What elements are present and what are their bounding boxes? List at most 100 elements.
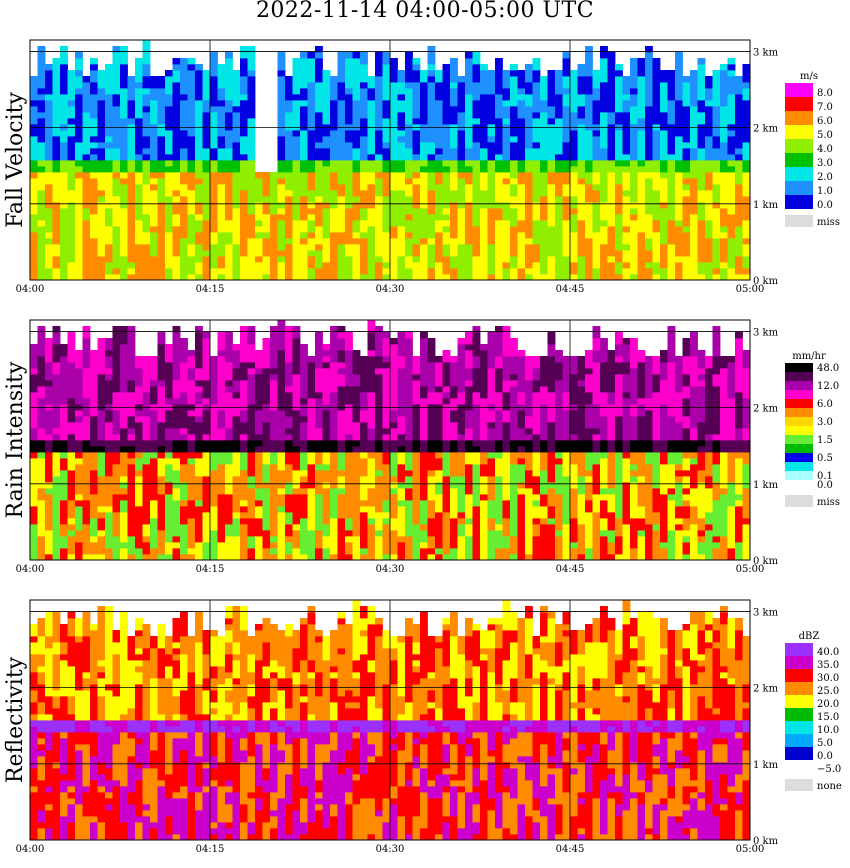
x-tick-label: 04:30: [376, 844, 405, 855]
y-tick-label: 2 km: [753, 684, 779, 695]
legend-label: 4.0: [817, 144, 833, 155]
rain-intensity-panel: 04:00 04:15 04:30 04:45 05:000 km 1 km 2 km 3 k…: [3, 319, 840, 575]
legend-label: 5.0: [817, 130, 833, 141]
legend-swatch: [785, 83, 813, 97]
legend-label: 25.0: [817, 686, 839, 697]
legend-swatch: [785, 181, 813, 195]
legend-swatch: [785, 381, 813, 390]
legend-swatch: [785, 682, 813, 695]
legend-swatch: [785, 390, 813, 399]
legend-swatch: [785, 153, 813, 167]
legend-label: 0.0: [817, 480, 833, 491]
legend-label: 1.5: [817, 435, 833, 446]
legend-swatch: [785, 643, 813, 656]
legend-label: 20.0: [817, 699, 839, 710]
x-tick-label: 04:45: [556, 564, 585, 575]
legend-label: 8.0: [817, 88, 833, 99]
x-tick-label: 04:15: [196, 564, 225, 575]
legend-swatch: [785, 471, 813, 480]
legend-label: 35.0: [817, 660, 839, 671]
legend-swatch: [785, 417, 813, 426]
legend-swatch: [785, 656, 813, 669]
legend-label: 3.0: [817, 417, 833, 428]
legend-swatch: [785, 167, 813, 181]
x-tick-label: 04:45: [556, 284, 585, 295]
legend-label: 40.0: [817, 647, 839, 658]
legend-swatch: [785, 669, 813, 682]
legend-swatch: [785, 734, 813, 747]
legend-label: 0.5: [817, 453, 833, 464]
legend-swatch: [785, 372, 813, 381]
legend-label: 3.0: [817, 158, 833, 169]
legend-label: 12.0: [817, 381, 839, 392]
y-tick-label: 0 km: [753, 276, 779, 287]
chart-title: 2022-11-14 04:00-05:00 UTC: [255, 0, 595, 23]
legend-swatch: [785, 747, 813, 760]
x-tick-label: 04:45: [556, 844, 585, 855]
legend-swatch: [785, 453, 813, 462]
legend-miss-swatch: [785, 779, 813, 791]
legend-miss-label: miss: [817, 217, 840, 228]
legend-label: 48.0: [817, 363, 839, 374]
y-axis-label: Reflectivity: [3, 656, 28, 783]
legend-miss-label: none: [817, 781, 842, 792]
legend-swatch: [785, 695, 813, 708]
x-tick-label: 05:00: [736, 844, 765, 855]
y-tick-label: 3 km: [753, 47, 779, 58]
legend-swatch: [785, 721, 813, 734]
y-tick-label: 3 km: [753, 327, 779, 338]
legend-label: 0.1: [817, 471, 833, 482]
y-tick-label: 0 km: [753, 556, 779, 567]
fall-velocity-panel: 04:00 04:15 04:30 04:45 05:000 km 1 km 2 km 3 k…: [3, 39, 840, 295]
legend-miss-swatch: [785, 495, 813, 507]
legend-label: 7.0: [817, 102, 833, 113]
legend-swatch: [785, 708, 813, 721]
color-legend: m/s 8.0 7.0 6.0 5.0 4.0 3.0 2.0 1.0 0.0 miss: [785, 71, 840, 228]
legend-label: 15.0: [817, 712, 839, 723]
legend-label: 10.0: [817, 725, 839, 736]
legend-swatch: [785, 125, 813, 139]
legend-swatch: [785, 195, 813, 209]
legend-swatch: [785, 444, 813, 453]
legend-swatch: [785, 399, 813, 408]
legend-swatch: [785, 435, 813, 444]
color-legend: dBZ 40.0 35.0 30.0 25.0 20.0 15.0 10.0 5.0 0.0 −5.…: [785, 631, 842, 792]
x-tick-label: 04:30: [376, 564, 405, 575]
heatmap-body: [30, 40, 751, 281]
legend-miss-label: miss: [817, 497, 840, 508]
x-tick-label: 05:00: [736, 564, 765, 575]
legend-title: mm/hr: [792, 351, 826, 362]
y-axis-label: Fall Velocity: [3, 92, 28, 228]
legend-swatch: [785, 480, 813, 489]
legend-label: 0.0: [817, 751, 833, 762]
legend-swatch: [785, 426, 813, 435]
y-tick-label: 1 km: [753, 200, 779, 211]
legend-title: dBZ: [799, 631, 820, 642]
x-tick-label: 04:30: [376, 284, 405, 295]
legend-label: 1.0: [817, 186, 833, 197]
legend-miss-swatch: [785, 215, 813, 227]
legend-label: 5.0: [817, 738, 833, 749]
legend-swatch: [785, 363, 813, 372]
legend-label: 2.0: [817, 172, 833, 183]
legend-swatch: [785, 462, 813, 471]
legend-label: 0.0: [817, 200, 833, 211]
legend-swatch: [785, 111, 813, 125]
y-tick-label: 3 km: [753, 607, 779, 618]
legend-label: −5.0: [817, 764, 841, 775]
legend-swatch: [785, 408, 813, 417]
reflectivity-panel: 04:00 04:15 04:30 04:45 05:000 km 1 km 2 km 3 k…: [3, 599, 842, 855]
y-tick-label: 2 km: [753, 124, 779, 135]
legend-swatch: [785, 97, 813, 111]
legend-label: 6.0: [817, 399, 833, 410]
legend-label: 6.0: [817, 116, 833, 127]
x-tick-label: 04:15: [196, 844, 225, 855]
x-tick-label: 04:00: [16, 564, 45, 575]
x-tick-label: 05:00: [736, 284, 765, 295]
legend-swatch: [785, 139, 813, 153]
y-tick-label: 0 km: [753, 836, 779, 847]
y-tick-label: 1 km: [753, 480, 779, 491]
y-axis-label: Rain Intensity: [3, 361, 28, 518]
legend-label: 30.0: [817, 673, 839, 684]
